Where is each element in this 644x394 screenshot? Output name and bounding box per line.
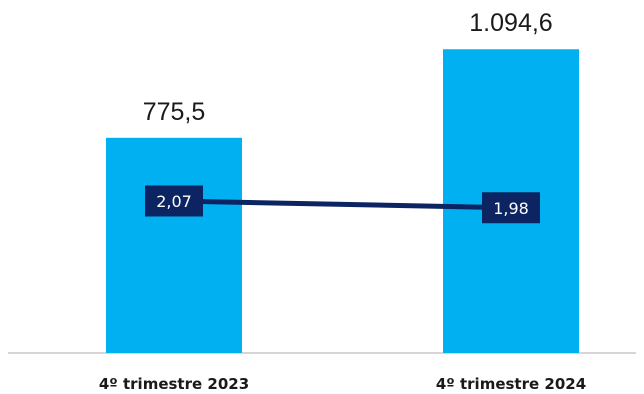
x-tick-label-2: 4º trimestre 2024 [436, 375, 586, 393]
bar-1 [106, 137, 242, 353]
line-series-path [173, 198, 512, 211]
line-value-label-2: 1,98 [493, 199, 529, 218]
bar-value-label-2: 1.094,6 [469, 9, 552, 37]
line-point-marker-2 [482, 192, 540, 224]
x-tick-label-1: 4º trimestre 2023 [99, 375, 249, 393]
bar-value-label-1: 775,5 [143, 98, 206, 126]
line-point-marker-1 [145, 185, 203, 217]
line-value-label-1: 2,07 [156, 192, 192, 211]
